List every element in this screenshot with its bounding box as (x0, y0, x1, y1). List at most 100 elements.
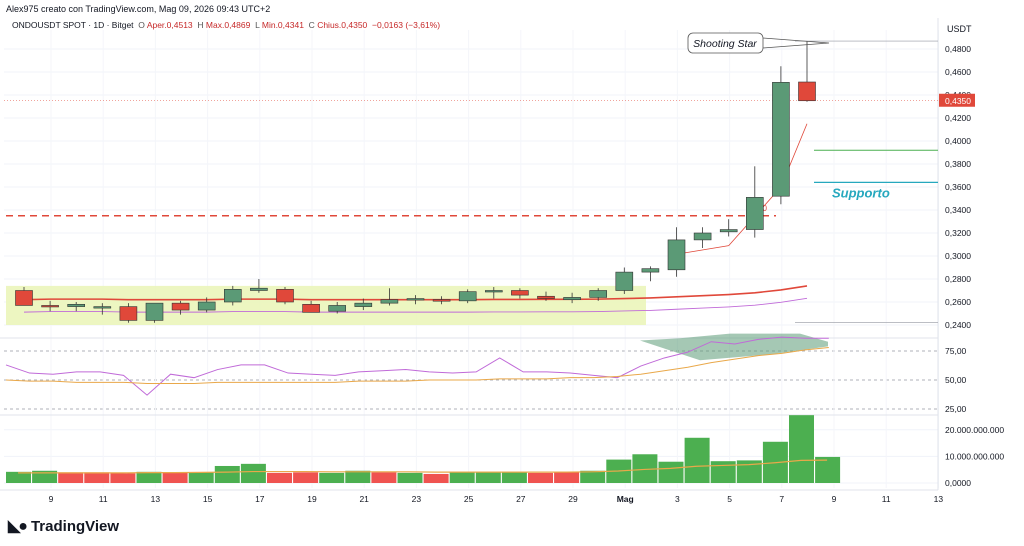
volume-bar (58, 472, 84, 483)
candle-body (693, 232, 712, 241)
time-tick-label: 11 (99, 494, 108, 504)
volume-tick-label: 0,0000 (945, 478, 971, 488)
volume-bar (736, 460, 762, 483)
candle-body (197, 301, 216, 311)
close-value: Chius.0,4350 (317, 20, 368, 30)
time-tick-label: 15 (203, 494, 213, 504)
volume-bar (449, 472, 475, 483)
volume-tick-label: 10.000.000.000 (945, 451, 1004, 461)
candle-body (667, 239, 686, 271)
volume-bar (188, 472, 214, 483)
time-tick-label: 3 (675, 494, 680, 504)
volume-bar (214, 465, 240, 483)
rsi-layer (5, 333, 829, 396)
candle-body (93, 306, 112, 309)
tradingview-logo-icon: ◣● (8, 518, 28, 535)
symbol-label: ONDOUSDT SPOT · 1D · Bitget (12, 20, 134, 30)
volume-bar (789, 415, 814, 483)
time-tick-label: 19 (307, 494, 317, 504)
volume-bar (240, 463, 266, 483)
time-tick-label: 9 (832, 494, 837, 504)
volume-bar (684, 437, 710, 483)
grid-layer (0, 18, 939, 491)
volume-bar (293, 472, 319, 483)
volume-bar (423, 473, 449, 483)
candle-body (641, 268, 660, 273)
candle-body (484, 290, 503, 293)
last-price-tag-label: 0,4350 (945, 96, 971, 106)
volume-bar (162, 472, 188, 483)
time-tick-label: 13 (934, 494, 944, 504)
volume-bar (710, 461, 736, 483)
author-line: Alex975 creato con TradingView.com, Mag … (6, 4, 271, 14)
close-label: C (308, 20, 315, 30)
callout-pointer (762, 37, 830, 49)
time-tick-label: 29 (568, 494, 578, 504)
volume-bar (6, 471, 31, 483)
volume-bar (136, 471, 162, 483)
candle-body (171, 302, 190, 311)
volume-bar (475, 471, 501, 483)
low-label: L (255, 20, 260, 30)
price-tick-label: 0,3200 (945, 228, 971, 238)
axes-layer: USDT0,48000,46000,44000,42000,40000,3800… (49, 24, 1005, 504)
tradingview-logo[interactable]: ◣● TradingView (8, 516, 119, 536)
currency-label: USDT (947, 24, 972, 34)
volume-bar (554, 472, 580, 483)
volume-bar (815, 456, 841, 483)
price-tick-label: 0,4800 (945, 44, 971, 54)
rsi-overbought-fill (640, 333, 828, 361)
time-tick-label: 27 (516, 494, 526, 504)
price-tick-label: 0,3000 (945, 251, 971, 261)
range-box-layer (6, 285, 646, 325)
candle-body (432, 299, 451, 302)
low-value: Min.0,4341 (261, 20, 304, 30)
change-value: −0,0163 (−3,61%) (372, 20, 441, 30)
time-tick-label: 21 (359, 494, 369, 504)
rsi-tick-label: 50,00 (945, 375, 967, 385)
price-tick-label: 0,4600 (945, 67, 971, 77)
candle-body (589, 290, 608, 298)
candle-body (250, 287, 268, 291)
candle-body (798, 81, 816, 102)
price-tick-label: 0,3800 (945, 159, 971, 169)
candle-body (119, 306, 138, 321)
candle-body (67, 303, 85, 307)
time-tick-label: 5 (727, 494, 732, 504)
ohlc-legend: ONDOUSDT SPOT · 1D · Bitget O Aper.0,451… (12, 20, 440, 30)
volume-ma-line (18, 459, 828, 474)
candle-body (354, 302, 373, 307)
rsi-line (5, 336, 829, 396)
volume-bar (528, 472, 553, 483)
volume-layer (6, 415, 841, 483)
price-tick-label: 0,2400 (945, 320, 971, 330)
candle-body (276, 289, 294, 303)
candle-body (458, 291, 477, 302)
high-label: H (197, 20, 204, 30)
candle-body (41, 305, 59, 308)
candle-body (563, 297, 581, 300)
candle-body (15, 290, 33, 306)
levels-layer: 50Supporto (4, 40, 938, 323)
time-tick-label: 9 (49, 494, 54, 504)
open-label: O (138, 20, 145, 30)
candle-body (302, 303, 320, 313)
candle-body (745, 197, 764, 230)
high-value: Max.0,4869 (205, 20, 251, 30)
price-tick-label: 0,4200 (945, 113, 971, 123)
time-tick-label: 23 (412, 494, 422, 504)
candle-body (380, 299, 399, 304)
time-tick-label: 11 (882, 494, 891, 504)
time-tick-label: 13 (151, 494, 161, 504)
tradingview-logo-text: TradingView (30, 517, 120, 535)
annotation-layer: Shooting Star (687, 32, 830, 54)
callout-label: Shooting Star (693, 38, 757, 50)
candle-body (772, 82, 790, 197)
candle-body (328, 305, 347, 312)
candle-body (224, 289, 242, 303)
time-tick-label: 25 (464, 494, 474, 504)
volume-bar (345, 470, 371, 483)
price-tick-label: 0,4000 (945, 136, 971, 146)
volume-bar (371, 472, 397, 483)
